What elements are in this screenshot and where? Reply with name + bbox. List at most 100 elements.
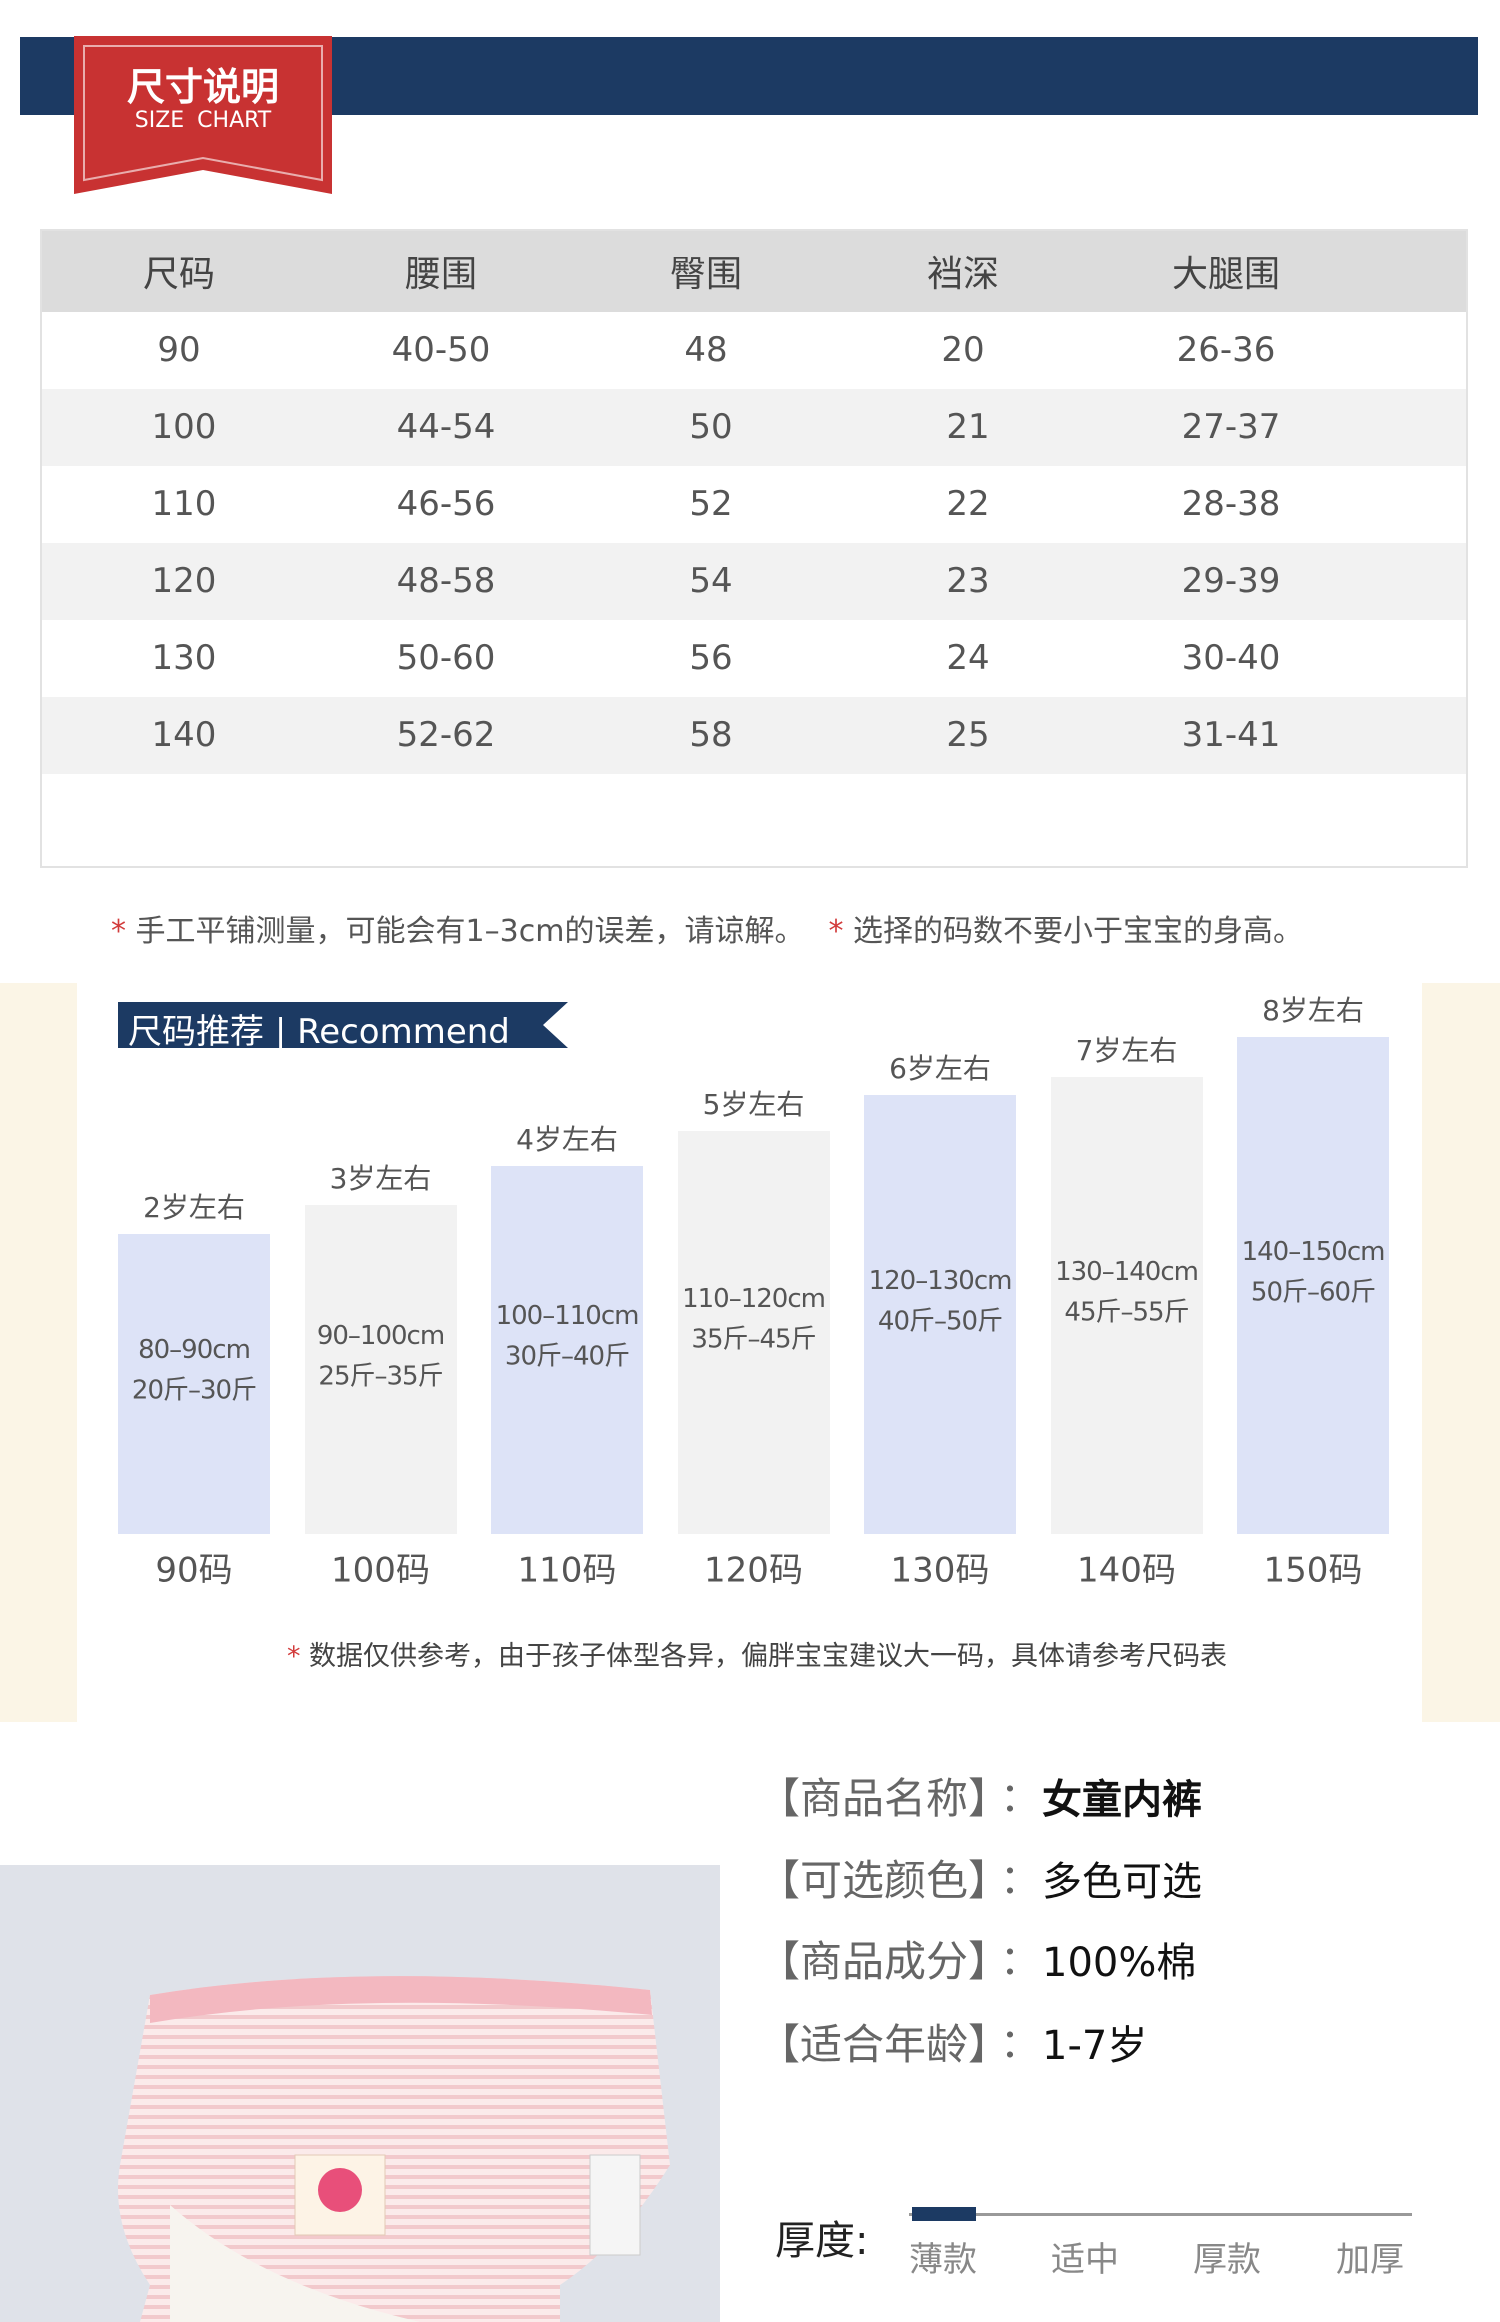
table-cell: 90	[157, 330, 201, 370]
size-label: 90码	[155, 1550, 233, 1591]
table-cell: 48-58	[396, 561, 496, 601]
note-text: 手工平铺测量，可能会有1–3cm的误差，请谅解。	[135, 914, 805, 949]
weight-range: 35斤–45斤	[691, 1324, 816, 1354]
product-value: 100%棉	[1042, 1940, 1197, 1986]
product-separator: ：	[1000, 1775, 1040, 1821]
table-cell: 58	[689, 715, 733, 755]
header-title: 尺寸说明	[126, 65, 280, 109]
size-bar	[677, 1131, 830, 1534]
note-marker: *	[286, 1641, 301, 1672]
note-marker: *	[828, 914, 853, 949]
table-cell: 27-37	[1181, 407, 1281, 447]
size-label: 120码	[704, 1550, 803, 1591]
table-cell: 100	[151, 407, 217, 447]
size-label: 150码	[1263, 1550, 1363, 1591]
thickness-option: 薄款	[909, 2240, 977, 2280]
age-label: 5岁左右	[702, 1088, 805, 1121]
table-cell: 44-54	[396, 407, 496, 447]
height-range: 80–90cm	[138, 1335, 251, 1365]
table-cell: 120	[151, 561, 217, 601]
note-marker: *	[111, 914, 136, 949]
age-label: 7岁左右	[1075, 1034, 1178, 1067]
weight-range: 20斤–30斤	[131, 1375, 257, 1406]
recommend-note: * 数据仅供参考，由于孩子体型各异，偏胖宝宝建议大一码，具体请参考尺码表	[287, 1634, 1227, 1673]
product-label: 【商品名称】	[758, 1774, 1011, 1823]
recommend-subtitle: Recommend	[297, 1012, 510, 1052]
height-range: 120–130cm	[868, 1265, 1013, 1296]
table-header-cell: 大腿围	[1171, 254, 1281, 295]
header-subtitle: SIZE CHART	[134, 108, 272, 133]
note: * 选择的码数不要小于宝宝的身高。	[828, 914, 1303, 949]
table-cell: 28-38	[1181, 484, 1281, 524]
table-header-cell: 臀围	[669, 254, 743, 295]
weight-range: 50斤–60斤	[1250, 1277, 1376, 1307]
recommend-title: 尺码推荐 | Recommend	[128, 1004, 510, 1053]
table-row-bg	[42, 543, 1466, 620]
size-bar	[491, 1166, 643, 1534]
product-label: 【可选颜色】	[758, 1856, 1011, 1905]
age-label: 8岁左右	[1262, 994, 1364, 1027]
product-photo	[0, 1865, 720, 2322]
table-cell: 50-60	[396, 638, 496, 678]
size-bar	[1050, 1077, 1203, 1534]
height-range: 130–140cm	[1055, 1256, 1199, 1287]
badge	[74, 36, 332, 194]
note: * 手工平铺测量，可能会有1–3cm的误差，请谅解。	[111, 914, 804, 949]
table-cell: 25	[946, 715, 990, 755]
size-bar	[118, 1234, 270, 1534]
table-cell: 52-62	[396, 715, 496, 755]
product-separator: ：	[1000, 2021, 1040, 2067]
product-separator: ：	[1000, 1938, 1040, 1984]
recommend-title-box	[118, 1002, 568, 1048]
weight-range: 25斤–35斤	[318, 1361, 443, 1391]
size-label: 140码	[1077, 1550, 1176, 1591]
table-cell: 140	[151, 715, 217, 755]
table-header-cell: 尺码	[142, 254, 216, 295]
table-cell: 29-39	[1181, 561, 1281, 601]
product-label: 【适合年龄】	[758, 2020, 1011, 2069]
thickness-option: 厚款	[1193, 2240, 1261, 2280]
size-bar	[864, 1095, 1016, 1534]
table-cell: 56	[689, 638, 733, 678]
notes: * 手工平铺测量，可能会有1–3cm的误差，请谅解。 * 选择的码数不要小于宝宝的…	[111, 906, 1327, 950]
table-cell: 110	[151, 484, 217, 524]
size-label: 110码	[517, 1550, 617, 1591]
recommend-divider: |	[274, 1012, 287, 1052]
weight-range: 40斤–50斤	[877, 1306, 1003, 1336]
height-range: 110–120cm	[682, 1283, 826, 1314]
age-label: 2岁左右	[143, 1191, 245, 1224]
age-label: 6岁左右	[889, 1052, 991, 1085]
height-range: 140–150cm	[1241, 1236, 1386, 1267]
thickness-option: 加厚	[1336, 2240, 1404, 2280]
product-value: 女童内裤	[1042, 1777, 1202, 1823]
age-label: 4岁左右	[516, 1123, 618, 1156]
thickness-track	[909, 2213, 1412, 2216]
note-text: 选择的码数不要小于宝宝的身高。	[853, 914, 1303, 949]
table-header-cell: 裆深	[926, 254, 1000, 295]
recommend-title-text: 尺码推荐	[128, 1012, 264, 1052]
table-header-cell: 腰围	[404, 254, 478, 295]
table-cell: 40-50	[391, 330, 491, 370]
age-label: 3岁左右	[329, 1162, 432, 1195]
size-label: 130码	[890, 1550, 990, 1591]
thickness-selected	[912, 2207, 976, 2221]
table-cell: 130	[151, 638, 217, 678]
table-cell: 48	[684, 330, 728, 370]
weight-range: 45斤–55斤	[1064, 1297, 1189, 1327]
table-cell: 54	[689, 561, 733, 601]
product-label: 【商品成分】	[758, 1937, 1011, 1986]
table-cell: 52	[689, 484, 733, 524]
table-cell: 31-41	[1181, 715, 1281, 755]
thickness-label: 厚度:	[775, 2218, 869, 2264]
table-header-row	[42, 231, 1466, 312]
size-table: 尺码 腰围 臀围 裆深 大腿围 90 40-50 48 20 26-36 100 44-54 50 21 2…	[40, 229, 1468, 868]
table-cell: 21	[946, 407, 990, 447]
product-value: 多色可选	[1042, 1859, 1202, 1905]
size-label: 100码	[331, 1550, 430, 1591]
table-cell: 23	[946, 561, 990, 601]
table-row-bg	[42, 389, 1466, 466]
product-value: 1-7岁	[1042, 2023, 1148, 2069]
table-cell: 26-36	[1176, 330, 1276, 370]
size-bar	[1237, 1037, 1389, 1534]
recommend-note-text: 数据仅供参考，由于孩子体型各异，偏胖宝宝建议大一码，具体请参考尺码表	[309, 1641, 1228, 1672]
